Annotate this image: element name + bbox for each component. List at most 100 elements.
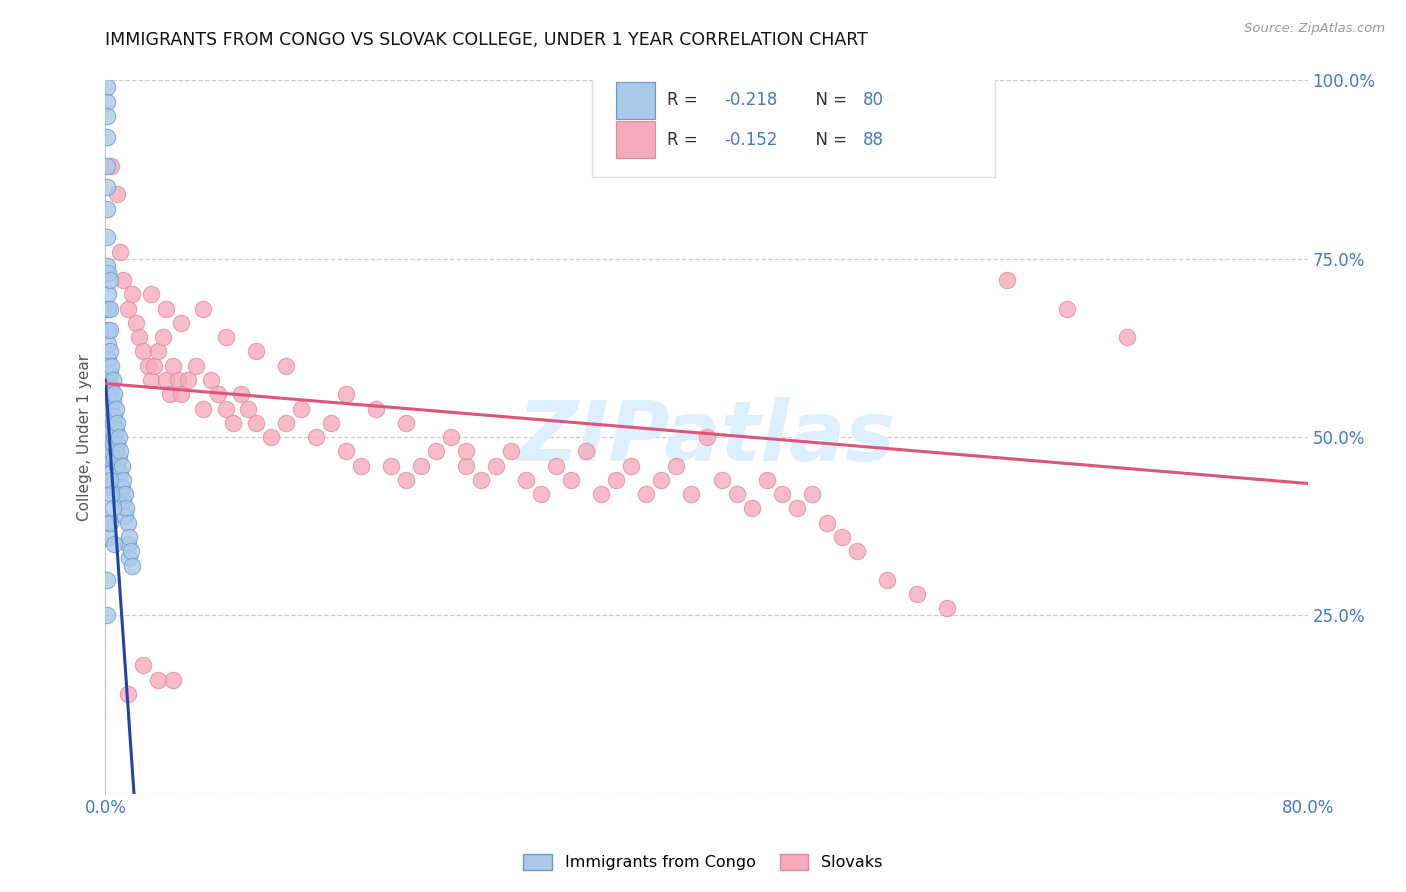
FancyBboxPatch shape [616, 81, 655, 119]
Point [96, 301, 118, 316]
Point [155, 373, 177, 387]
Text: Source: ZipAtlas.com: Source: ZipAtlas.com [1244, 22, 1385, 36]
Point [98, 516, 121, 530]
Point [104, 444, 127, 458]
Point [546, 458, 568, 473]
Point [120, 544, 142, 558]
Point [501, 444, 523, 458]
Point [97, 451, 120, 466]
Point [191, 401, 214, 416]
Point [96, 95, 118, 109]
Text: -0.218: -0.218 [724, 91, 778, 109]
Point [591, 487, 613, 501]
Point [786, 501, 808, 516]
Point [101, 501, 124, 516]
Point [97, 530, 120, 544]
Point [132, 658, 155, 673]
Point [162, 673, 184, 687]
Point [112, 273, 135, 287]
Point [110, 244, 132, 259]
Point [409, 458, 432, 473]
Point [117, 301, 139, 316]
Point [710, 473, 733, 487]
Point [142, 359, 165, 373]
Point [335, 387, 357, 401]
Point [184, 359, 207, 373]
Point [132, 344, 155, 359]
Point [696, 430, 718, 444]
Point [815, 516, 838, 530]
Point [97, 409, 120, 423]
Point [114, 487, 136, 501]
Point [395, 473, 418, 487]
Point [139, 373, 162, 387]
Point [936, 601, 959, 615]
Point [100, 159, 122, 173]
Point [110, 487, 132, 501]
Point [681, 487, 703, 501]
Point [121, 287, 143, 301]
Point [101, 437, 124, 451]
Point [121, 558, 143, 573]
Point [118, 530, 141, 544]
Point [335, 444, 357, 458]
Point [98, 344, 121, 359]
Point [112, 494, 135, 508]
Point [103, 409, 125, 423]
Point [100, 487, 122, 501]
Point [229, 387, 252, 401]
Point [98, 473, 121, 487]
Point [117, 516, 139, 530]
Point [100, 444, 122, 458]
Point [98, 451, 121, 466]
Point [98, 273, 121, 287]
Point [395, 416, 418, 430]
Point [162, 359, 184, 373]
Point [101, 373, 124, 387]
Point [214, 330, 236, 344]
Point [98, 301, 121, 316]
Point [425, 444, 447, 458]
Point [770, 487, 793, 501]
Point [741, 501, 763, 516]
Point [364, 401, 387, 416]
Point [97, 323, 120, 337]
Point [124, 316, 146, 330]
Point [560, 473, 582, 487]
FancyBboxPatch shape [616, 121, 655, 158]
Point [107, 187, 129, 202]
Point [454, 444, 477, 458]
Point [107, 416, 129, 430]
Point [128, 330, 150, 344]
Point [115, 501, 138, 516]
Point [97, 366, 120, 380]
Text: -0.152: -0.152 [724, 131, 778, 149]
Point [350, 458, 373, 473]
Point [114, 508, 136, 523]
Point [97, 266, 120, 280]
Point [96, 80, 118, 95]
Text: 88: 88 [863, 131, 884, 149]
Point [97, 337, 120, 351]
Point [103, 537, 125, 551]
Point [101, 394, 124, 409]
Point [96, 130, 118, 145]
Point [107, 437, 129, 451]
Point [96, 573, 118, 587]
Point [111, 458, 134, 473]
Point [146, 673, 169, 687]
Text: N =: N = [806, 131, 852, 149]
Point [166, 373, 188, 387]
Point [98, 430, 121, 444]
Point [96, 159, 118, 173]
Point [1056, 301, 1078, 316]
Point [117, 687, 139, 701]
Point [380, 458, 402, 473]
Text: R =: R = [666, 131, 703, 149]
Point [98, 387, 121, 401]
Point [96, 259, 118, 273]
Text: N =: N = [806, 91, 852, 109]
Point [110, 466, 132, 480]
Point [96, 180, 118, 194]
Point [905, 587, 928, 601]
